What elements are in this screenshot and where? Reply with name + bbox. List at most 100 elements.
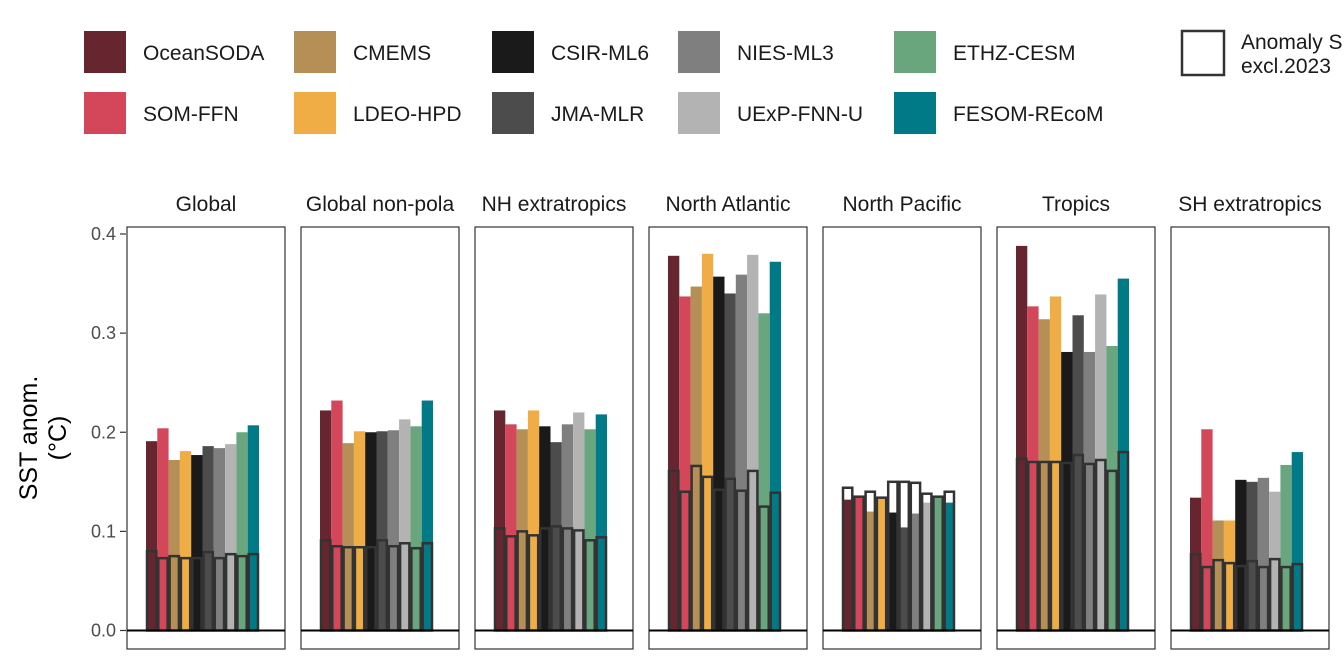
legend-swatch bbox=[678, 92, 720, 134]
panel-north-atlantic: North Atlantic bbox=[648, 193, 808, 650]
bar-ethz-cesm bbox=[1280, 464, 1292, 631]
bar-fesom-recom bbox=[1117, 278, 1129, 631]
bar-cmems bbox=[1212, 520, 1224, 631]
facet-panels: Global Global non-pola NH extratropics Nort… bbox=[126, 193, 1330, 650]
panel-global: Global bbox=[126, 193, 286, 650]
legend-label: CSIR-ML6 bbox=[551, 42, 649, 65]
bar-oceansoda bbox=[320, 410, 332, 631]
legend-swatch bbox=[294, 92, 336, 134]
legend-label: ETHZ-CESM bbox=[953, 42, 1076, 65]
y-axis-title-line1: SST anom. bbox=[15, 376, 43, 501]
bar-ldeo-hpd bbox=[875, 498, 888, 631]
bar-nies-ml3 bbox=[735, 274, 748, 631]
legend-item-oceansoda: OceanSODA bbox=[84, 31, 264, 73]
bar-cmems bbox=[168, 460, 180, 631]
y-axis: SST anom. (°C) 0.0 0.1 0.2 0.3 0.4 bbox=[15, 224, 126, 641]
bar-som-ffn bbox=[157, 428, 169, 631]
legend-item-cmems: CMEMS bbox=[294, 31, 431, 73]
legend: OceanSODA SOM-FFN CMEMS LDEO-HPD CSIR-ML6 JMA… bbox=[84, 31, 1104, 134]
y-tick-label: 0.2 bbox=[91, 422, 116, 442]
bar-uexp-fnn-u bbox=[1269, 491, 1281, 631]
bar-jma-mlr bbox=[724, 293, 736, 631]
legend-item-som-ffn: SOM-FFN bbox=[84, 92, 239, 134]
bar-ethz-cesm bbox=[236, 432, 248, 631]
bar-csir-ml6 bbox=[365, 432, 377, 631]
bar-fesom-recom bbox=[769, 261, 781, 631]
bar-fesom-recom bbox=[1291, 452, 1303, 631]
bar-ethz-cesm bbox=[758, 313, 770, 631]
outline-legend-label-line2: excl.2023 bbox=[1241, 55, 1331, 78]
legend-item-nies-ml3: NIES-ML3 bbox=[678, 31, 834, 73]
bar-nies-ml3 bbox=[909, 513, 922, 631]
legend-item-ethz-cesm: ETHZ-CESM bbox=[894, 31, 1076, 73]
y-tick-label: 0.1 bbox=[91, 521, 116, 541]
panel-title: North Atlantic bbox=[666, 193, 791, 216]
legend-swatch bbox=[678, 31, 720, 73]
legend-label: JMA-MLR bbox=[551, 103, 644, 126]
bar-jma-mlr bbox=[898, 527, 910, 631]
legend-swatch bbox=[894, 92, 936, 134]
outline-legend: Anomaly S excl.2023 bbox=[1180, 29, 1343, 78]
bar-oceansoda bbox=[146, 441, 158, 631]
outline-legend-key bbox=[1180, 29, 1226, 77]
bar-nies-ml3 bbox=[213, 448, 226, 631]
legend-label: LDEO-HPD bbox=[353, 103, 462, 126]
bar-jma-mlr bbox=[550, 442, 562, 631]
bar-jma-mlr bbox=[1246, 481, 1258, 631]
y-axis-title-line2: (°C) bbox=[44, 416, 72, 461]
bar-ethz-cesm bbox=[584, 429, 596, 631]
bar-jma-mlr bbox=[376, 431, 388, 631]
legend-item-uexp-fnn-u: UExP-FNN-U bbox=[678, 92, 863, 134]
bar-oceansoda bbox=[494, 410, 506, 631]
legend-label: SOM-FFN bbox=[143, 103, 239, 126]
bar-csir-ml6 bbox=[191, 455, 203, 631]
panel-title: SH extratropics bbox=[1178, 193, 1322, 216]
bar-csir-ml6 bbox=[713, 276, 725, 631]
bar-uexp-fnn-u bbox=[225, 444, 237, 631]
bar-ldeo-hpd bbox=[353, 431, 366, 631]
y-tick-label: 0.4 bbox=[91, 224, 116, 244]
y-tick-label: 0.0 bbox=[91, 621, 116, 641]
bar-uexp-fnn-u bbox=[747, 254, 759, 631]
outline-legend-label-line1: Anomaly S bbox=[1241, 31, 1343, 54]
bar-som-ffn bbox=[853, 496, 865, 631]
bar-ldeo-hpd bbox=[701, 253, 714, 631]
bar-som-ffn bbox=[679, 296, 691, 631]
bar-ldeo-hpd bbox=[179, 451, 192, 631]
legend-label: UExP-FNN-U bbox=[737, 103, 863, 126]
bar-cmems bbox=[342, 443, 354, 631]
bar-nies-ml3 bbox=[1257, 477, 1270, 631]
bar-csir-ml6 bbox=[887, 512, 899, 631]
legend-swatch bbox=[84, 31, 126, 73]
legend-label: CMEMS bbox=[353, 42, 431, 65]
panel-title: Global non-pola bbox=[306, 193, 455, 216]
bar-oceansoda bbox=[1190, 497, 1202, 631]
bar-som-ffn bbox=[505, 424, 517, 631]
bar-uexp-fnn-u bbox=[1095, 294, 1107, 631]
bar-cmems bbox=[864, 511, 876, 631]
bar-ethz-cesm bbox=[1106, 346, 1118, 631]
legend-label: FESOM-REcoM bbox=[953, 103, 1104, 126]
bar-jma-mlr bbox=[1072, 315, 1084, 631]
bar-uexp-fnn-u bbox=[573, 412, 585, 631]
bar-cmems bbox=[1038, 319, 1050, 631]
legend-swatch bbox=[492, 31, 534, 73]
legend-item-jma-mlr: JMA-MLR bbox=[492, 92, 644, 134]
panel-nh-extratropics: NH extratropics bbox=[474, 193, 634, 650]
panel-title: Tropics bbox=[1042, 193, 1110, 216]
bar-som-ffn bbox=[1027, 306, 1039, 631]
bar-oceansoda bbox=[842, 499, 854, 631]
bar-uexp-fnn-u bbox=[921, 502, 933, 631]
panel-sh-extratropics: SH extratropics bbox=[1170, 193, 1330, 650]
bar-ldeo-hpd bbox=[527, 410, 540, 631]
legend-swatch bbox=[894, 31, 936, 73]
panel-north-pacific: North Pacific bbox=[822, 193, 982, 650]
legend-item-csir-ml6: CSIR-ML6 bbox=[492, 31, 649, 73]
bar-ethz-cesm bbox=[410, 426, 422, 631]
bar-uexp-fnn-u bbox=[399, 419, 411, 631]
bar-ldeo-hpd bbox=[1049, 296, 1062, 631]
bar-som-ffn bbox=[331, 400, 343, 631]
bar-ethz-cesm bbox=[932, 495, 944, 631]
panel-global-non-pola: Global non-pola bbox=[300, 193, 460, 650]
